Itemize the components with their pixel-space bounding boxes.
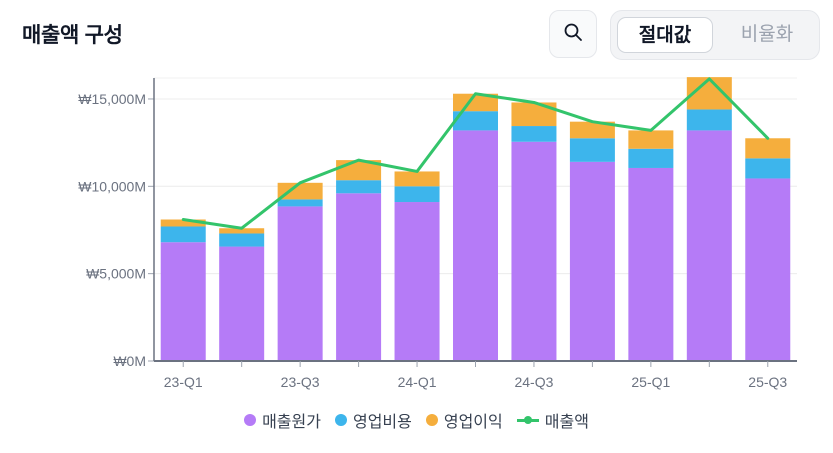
x-tick-label: 25-Q1 <box>631 374 670 390</box>
search-icon <box>563 22 583 47</box>
absolute-value-tab[interactable]: 절대값 <box>617 17 713 53</box>
x-tick-label: 24-Q1 <box>398 374 437 390</box>
view-mode-toggle: 절대값 비율화 <box>610 10 820 60</box>
bar-cost <box>160 242 206 361</box>
bar-cost <box>394 202 440 361</box>
legend-item-opex[interactable]: 영업비용 <box>334 408 412 432</box>
legend-item-revenue[interactable]: 매출액 <box>516 408 589 432</box>
x-tick-label: 24-Q3 <box>514 374 553 390</box>
chart-legend: 매출원가 영업비용 영업이익 매출액 <box>0 408 833 432</box>
bar-profit <box>745 138 791 159</box>
page-title: 매출액 구성 <box>22 24 123 47</box>
legend-item-cost[interactable]: 매출원가 <box>244 408 321 432</box>
bar-cost <box>745 178 791 361</box>
bar-cost <box>453 130 498 361</box>
bar-opex <box>394 186 440 203</box>
bar-opex <box>511 126 557 142</box>
legend-label-profit: 영업이익 <box>443 414 503 431</box>
bar-opex <box>453 111 498 131</box>
revenue-composition-chart: ₩0M ₩5,000M ₩10,000M ₩15,000M 23-Q1 23-Q3 24-Q… <box>78 77 797 390</box>
bar-profit <box>277 182 323 200</box>
bar-cost <box>336 193 382 361</box>
legend-item-profit[interactable]: 영업이익 <box>425 408 503 432</box>
legend-label-cost: 매출원가 <box>262 414 321 431</box>
y-tick-label: ₩10,000M <box>78 178 146 194</box>
bar-opex <box>745 158 791 179</box>
bar-opex <box>219 233 265 247</box>
x-tick-label: 23-Q3 <box>281 374 320 390</box>
bar-profit <box>628 130 674 149</box>
bar-profit <box>511 102 557 127</box>
legend-swatch-profit <box>425 414 438 426</box>
x-tick-label: 25-Q3 <box>748 374 787 390</box>
bar-cost <box>569 161 615 361</box>
y-tick-label: ₩15,000M <box>78 91 146 107</box>
legend-swatch-revenue <box>516 414 539 426</box>
x-tick-label: 23-Q1 <box>164 374 203 390</box>
bar-cost <box>628 167 674 361</box>
bar-opex <box>336 180 382 194</box>
bar-cost <box>686 130 732 361</box>
bar-opex <box>628 148 674 168</box>
bar-opex <box>160 226 206 243</box>
bar-cost <box>219 246 265 361</box>
bar-cost <box>277 206 323 361</box>
ratio-tab[interactable]: 비율화 <box>740 24 794 45</box>
bar-profit <box>219 228 265 234</box>
search-button[interactable] <box>549 10 597 58</box>
bar-opex <box>277 199 323 207</box>
line-revenue <box>181 77 770 230</box>
legend-swatch-opex <box>334 414 347 426</box>
bar-profit <box>394 171 440 187</box>
bar-opex <box>569 138 615 162</box>
legend-label-opex: 영업비용 <box>352 414 412 431</box>
y-tick-label: ₩5,000M <box>86 266 146 282</box>
y-tick-label: ₩0M <box>113 353 146 369</box>
legend-swatch-cost <box>244 414 257 426</box>
bar-profit <box>160 219 206 227</box>
bar-profit <box>569 121 615 139</box>
bar-cost <box>511 141 557 361</box>
bar-opex <box>686 109 732 131</box>
legend-label-revenue: 매출액 <box>544 414 589 431</box>
